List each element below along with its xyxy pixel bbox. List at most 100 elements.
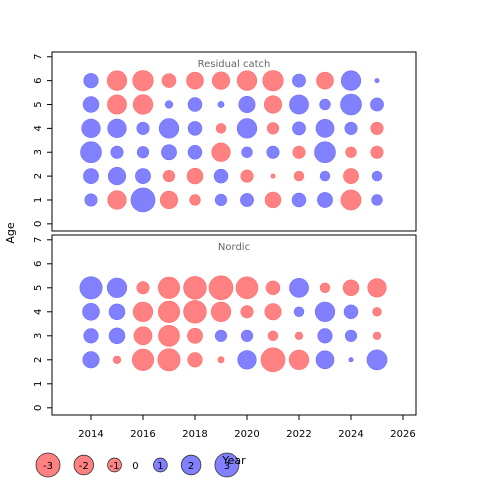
bubble-2023-age-4 [315, 119, 335, 138]
bubble-2015-age-2 [107, 167, 127, 186]
bubble-2023-age-5 [319, 98, 331, 111]
y-tick-label: 6 [33, 77, 44, 83]
bubble-2024-age-2 [348, 357, 354, 363]
x-tick-label: 2020 [234, 429, 259, 440]
legend-bubble [180, 454, 202, 476]
bubble-2016-age-3 [133, 326, 153, 346]
bubble-2018-age-4 [183, 300, 207, 324]
bubble-2018-age-6 [186, 71, 204, 90]
legend-item: 1 [153, 457, 168, 473]
bubble-2024-age-1 [340, 189, 362, 211]
bubble-2022-age-4 [292, 121, 306, 136]
bubble-2017-age-3 [161, 144, 177, 161]
bubble-2019-age-4 [215, 123, 227, 134]
bubble-2020-age-6 [236, 70, 258, 91]
bubble-2025-age-4 [370, 121, 384, 135]
bubble-2021-age-6 [262, 70, 284, 92]
bubble-2019-age-2 [213, 168, 229, 184]
bubble-2024-age-6 [340, 70, 362, 91]
bubble-2019-age-3 [211, 142, 231, 162]
bubble-2023-age-3 [317, 328, 333, 344]
bubble-2016-age-2 [135, 168, 151, 184]
x-tick-label: 2018 [182, 429, 207, 440]
bubble-2014-age-6 [83, 73, 99, 89]
legend-item: -1 [107, 457, 122, 473]
panel-2: Nordic 0 1 2 3 4 5 6 7 [33, 234, 417, 416]
bubble-2019-age-4 [210, 301, 232, 322]
bubble-2019-age-6 [211, 71, 231, 90]
bubble-2025-age-6 [374, 78, 380, 84]
bubble-2014-age-4 [81, 118, 101, 138]
bubble-2015-age-6 [106, 70, 128, 91]
legend-label: -2 [79, 461, 89, 472]
bubble-2018-age-2 [186, 167, 204, 185]
bubble-2016-age-4 [132, 301, 154, 322]
bubbles [80, 70, 384, 213]
y-tick-label: 1 [33, 197, 44, 203]
bubble-2025-age-4 [372, 307, 382, 317]
bubble-2017-age-6 [161, 73, 177, 88]
bubble-2019-age-5 [208, 275, 234, 301]
bubble-2018-age-5 [183, 276, 207, 300]
bubble-2015-age-3 [108, 327, 126, 344]
bubble-2024-age-4 [343, 304, 359, 320]
legend: -3 -2 -1 0 1 2 3 [35, 452, 240, 478]
y-axis-ticks: 0 1 2 3 4 5 6 7 [33, 54, 52, 227]
bubble-2015-age-2 [112, 355, 122, 364]
y-axis-title: Age [4, 222, 17, 244]
bubble-2023-age-3 [314, 141, 336, 164]
legend-item: 2 [180, 454, 202, 476]
bubble-2020-age-2 [237, 350, 257, 370]
legend-bubble [107, 457, 122, 473]
panel-title: Nordic [218, 242, 250, 253]
bubble-2025-age-3 [370, 145, 384, 159]
bubble-2021-age-5 [263, 95, 283, 114]
legend-item: -3 [35, 452, 61, 478]
bubble-2022-age-3 [292, 145, 306, 159]
bubble-2014-age-5 [79, 276, 103, 300]
bubble-2020-age-3 [241, 146, 253, 158]
y-tick-label: 3 [33, 333, 44, 339]
bubble-2016-age-5 [136, 281, 150, 295]
x-axis: 2014 2016 2018 2020 2022 2024 2026 [78, 414, 416, 440]
bubble-2016-age-3 [136, 146, 150, 159]
bubble-2024-age-5 [342, 279, 360, 296]
bubble-2025-age-5 [370, 97, 384, 112]
legend-label: 2 [188, 461, 194, 472]
bubble-2021-age-5 [265, 280, 281, 296]
bubble-2019-age-5 [217, 101, 225, 108]
bubble-2024-age-4 [344, 121, 358, 135]
bubble-2021-age-1 [264, 191, 282, 209]
y-tick-label: 4 [33, 309, 44, 315]
bubble-2021-age-4 [266, 122, 280, 135]
bubble-2015-age-4 [108, 303, 126, 320]
bubble-2022-age-5 [289, 94, 309, 115]
x-axis-title: Year [221, 454, 246, 467]
bubble-2016-age-6 [132, 70, 154, 92]
legend-item: 3 [214, 452, 240, 478]
bubble-2020-age-4 [236, 118, 258, 139]
bubble-2020-age-3 [240, 329, 254, 342]
y-axis-ticks: 0 1 2 3 4 5 6 7 [33, 237, 52, 411]
y-tick-label: 3 [33, 149, 44, 155]
bubble-2015-age-1 [107, 190, 127, 210]
bubble-2014-age-2 [83, 168, 99, 184]
bubbles [79, 275, 388, 373]
bubble-2017-age-5 [157, 276, 181, 299]
bubble-2020-age-2 [240, 169, 254, 183]
bubble-2014-age-3 [83, 328, 99, 344]
bubble-2022-age-1 [291, 192, 307, 208]
bubble-2025-age-5 [367, 278, 387, 298]
legend-item: 0 [132, 461, 138, 472]
y-tick-label: 4 [33, 125, 44, 131]
y-tick-label: 1 [33, 381, 44, 387]
legend-bubble [214, 452, 240, 478]
bubble-2014-age-5 [82, 96, 100, 113]
bubble-2023-age-6 [316, 71, 334, 90]
y-tick-label: 7 [33, 237, 44, 243]
bubble-2020-age-5 [238, 96, 256, 114]
bubble-2024-age-3 [344, 329, 358, 342]
legend-label: 0 [132, 461, 138, 472]
